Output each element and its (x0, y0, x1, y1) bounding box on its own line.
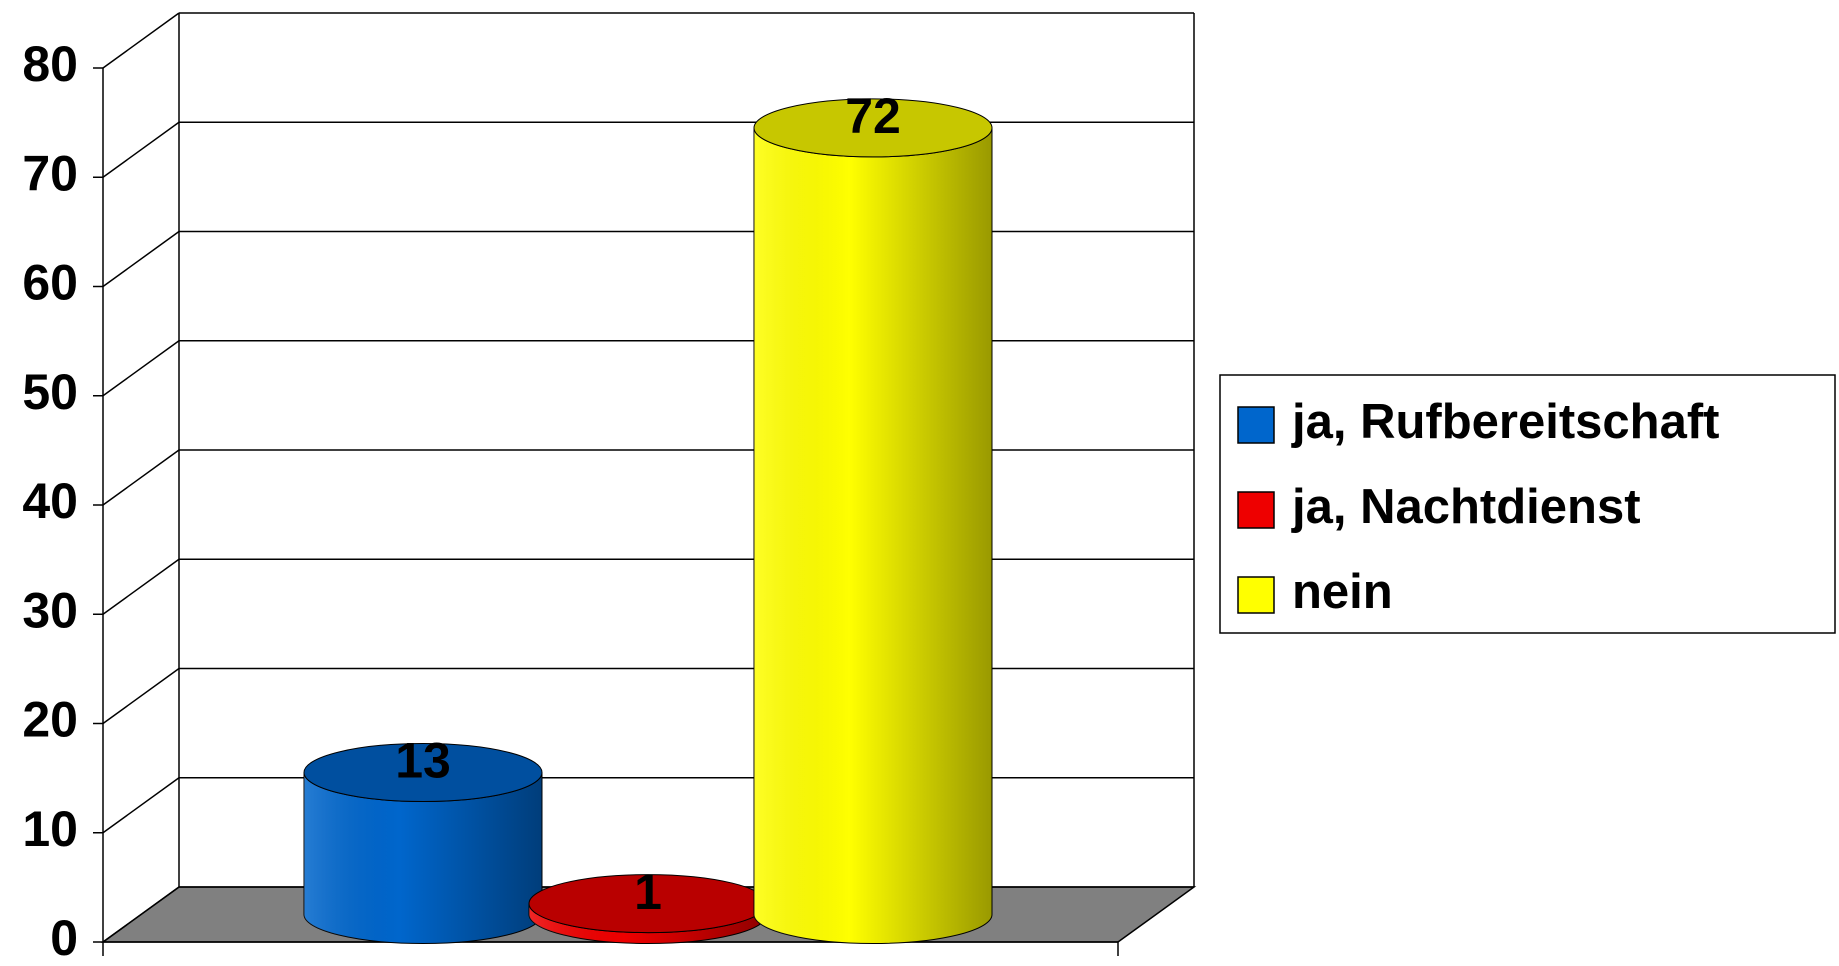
y-tick-label: 80 (22, 36, 78, 92)
cylinder-shade (304, 772, 542, 944)
legend-swatch (1237, 576, 1275, 614)
legend-swatch (1237, 406, 1275, 444)
grid-line (102, 777, 180, 834)
y-tick-label: 20 (22, 692, 78, 748)
value-label: 1 (634, 864, 662, 920)
legend-box (1219, 374, 1836, 634)
grid-line (102, 230, 180, 288)
y-tick-label: 70 (22, 145, 78, 201)
grid-line (102, 667, 180, 725)
grid-line (102, 12, 180, 69)
grid-line (102, 449, 180, 506)
cylinder-top (303, 742, 543, 802)
cylinder-top-shade (304, 743, 542, 802)
y-tick-label: 50 (22, 364, 78, 420)
legend-label: nein (1292, 565, 1393, 619)
y-tick-label: 60 (22, 255, 78, 311)
legend-label: ja, Nachtdienst (1291, 480, 1641, 534)
cylinder-top-shade (754, 98, 992, 157)
legend-swatch (1237, 491, 1275, 529)
legend-label: ja, Rufbereitschaft (1291, 395, 1719, 449)
cylinder-shade (529, 903, 767, 944)
value-label: 13 (395, 733, 451, 789)
grid-line (102, 340, 180, 397)
y-tick-label: 10 (22, 801, 78, 857)
y-tick-label: 40 (22, 473, 78, 529)
grid-line (102, 121, 180, 178)
grid-line (102, 886, 180, 943)
y-tick-label: 30 (22, 582, 78, 638)
cylinder-top-shade (529, 874, 767, 933)
cylinder-shade (754, 127, 993, 944)
value-label: 72 (845, 88, 901, 144)
grid-line (102, 558, 180, 615)
cylinder-top (753, 98, 993, 158)
y-tick-label: 0 (50, 910, 78, 966)
